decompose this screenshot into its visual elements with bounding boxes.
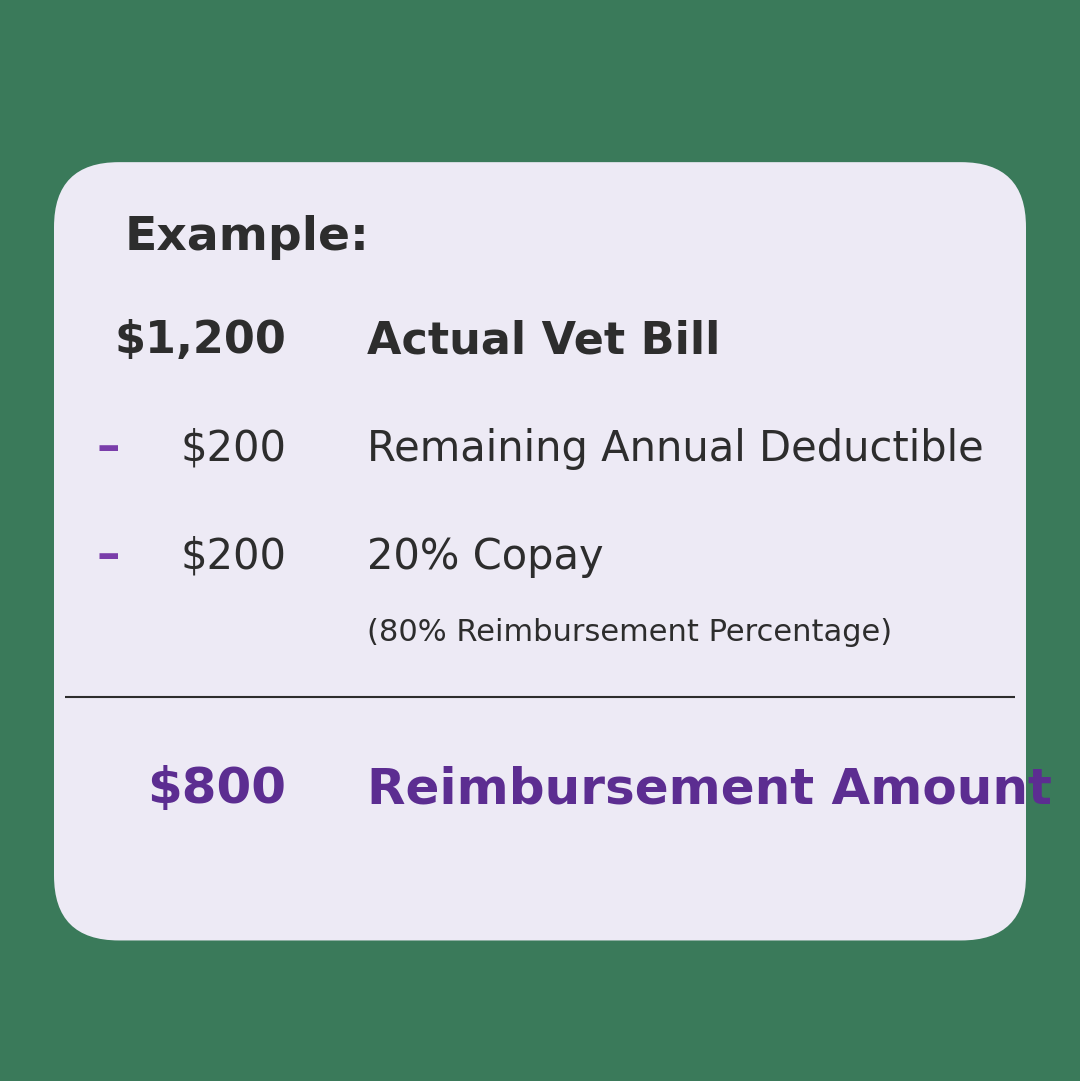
Text: (80% Reimbursement Percentage): (80% Reimbursement Percentage) [367, 618, 892, 646]
Text: $800: $800 [147, 765, 286, 813]
Text: 20% Copay: 20% Copay [367, 536, 604, 577]
Text: –: – [96, 426, 120, 471]
Text: Actual Vet Bill: Actual Vet Bill [367, 319, 720, 362]
Text: –: – [96, 534, 120, 579]
Text: $1,200: $1,200 [114, 319, 286, 362]
Text: $200: $200 [180, 428, 286, 469]
Text: Reimbursement Amount: Reimbursement Amount [367, 765, 1052, 813]
FancyBboxPatch shape [54, 162, 1026, 940]
Text: Example:: Example: [124, 215, 369, 261]
Text: $200: $200 [180, 536, 286, 577]
Text: Remaining Annual Deductible: Remaining Annual Deductible [367, 428, 984, 469]
